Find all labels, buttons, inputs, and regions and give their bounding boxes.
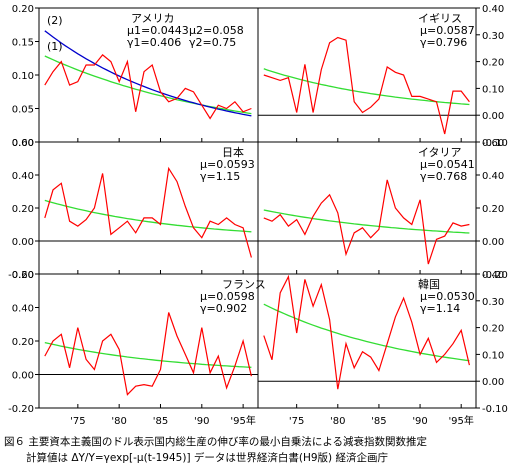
y-tick-label: 0.10 xyxy=(12,71,34,82)
param-label: μ=0.0593 xyxy=(200,158,255,171)
param-label: μ=0.0587 xyxy=(420,24,475,37)
param-label: γ2=0.75 xyxy=(189,36,236,49)
y-tick-label: 0.40 xyxy=(12,304,34,315)
y-tick-label: 0.20 xyxy=(12,204,34,215)
y-tick-label: 0.20 xyxy=(482,324,504,335)
y-tick-label: 0.30 xyxy=(482,297,504,308)
y-tick-label: 0.00 xyxy=(482,111,504,122)
x-tick-label: '85 xyxy=(371,416,386,427)
y-tick-label: -0.20 xyxy=(8,404,34,415)
x-tick-label: '80 xyxy=(111,416,126,427)
y-tick-label: 0.20 xyxy=(12,337,34,348)
x-tick-label: '75 xyxy=(289,416,304,427)
fit-curve xyxy=(44,55,252,115)
y-tick-label: 0.40 xyxy=(482,4,504,15)
panel-uk xyxy=(257,7,480,143)
fit-curve xyxy=(263,209,470,234)
fit-curve xyxy=(263,303,470,362)
panel-title: アメリカ xyxy=(131,12,174,25)
y-tick-label: 0.60 xyxy=(12,138,34,149)
panel-title: イタリア xyxy=(418,146,462,159)
param-label: μ=0.0598 xyxy=(200,290,255,303)
y-tick-label: 0.30 xyxy=(482,31,504,42)
y-tick-label: 0.20 xyxy=(482,58,504,69)
param-label: γ=1.14 xyxy=(420,302,460,315)
x-tick-label: '80 xyxy=(330,416,345,427)
y-tick-label: -0.10 xyxy=(482,138,508,149)
param-label: μ=0.0530 xyxy=(420,290,475,303)
y-tick-label: 0.60 xyxy=(12,270,34,281)
actual-line xyxy=(44,166,252,258)
panel-title: 韓国 xyxy=(418,278,440,291)
x-tick-label: '75 xyxy=(70,416,85,427)
param-label: μ2=0.058 xyxy=(189,24,244,37)
x-tick-label: '85 xyxy=(153,416,168,427)
y-tick-label: -0.20 xyxy=(482,270,508,281)
y-tick-label: 0.60 xyxy=(482,138,504,149)
x-tick-label: '90 xyxy=(194,416,209,427)
fit-curve xyxy=(44,341,252,368)
y-tick-label: 0.00 xyxy=(12,138,34,149)
y-tick-label: -0.20 xyxy=(8,270,34,281)
y-tick-label: 0.15 xyxy=(12,38,34,49)
figure-caption-line-1: 図６ 主要資本主義国のドル表示国内総生産の伸び率の最小自乗法による減衰指数関数推… xyxy=(4,436,428,448)
y-tick-label: 0.40 xyxy=(482,171,504,182)
fit-curve xyxy=(263,68,470,106)
y-tick-label: 0.00 xyxy=(12,371,34,382)
param-label: γ1=0.406 xyxy=(127,36,181,49)
fit-curve xyxy=(44,199,252,233)
panel-title: 日本 xyxy=(222,145,244,159)
y-tick-label: -0.10 xyxy=(482,404,508,415)
y-tick-label: 0.00 xyxy=(482,237,504,248)
panel-korea xyxy=(257,273,480,409)
x-tick-label: '90 xyxy=(412,416,427,427)
actual-line xyxy=(263,274,470,390)
actual-line xyxy=(263,179,470,265)
y-tick-label: 0.00 xyxy=(12,237,34,248)
y-tick-label: 0.20 xyxy=(12,4,34,15)
y-tick-label: 0.00 xyxy=(482,377,504,388)
param-label: γ=1.15 xyxy=(200,170,240,183)
actual-line xyxy=(44,54,252,120)
actual-line xyxy=(263,36,470,135)
y-tick-label: 0.10 xyxy=(482,350,504,361)
param-label: γ=0.902 xyxy=(200,302,247,315)
figure-caption-line-2: 計算値は ΔY/Y=γexp[-μ(t-1945)] データは世界経済白書(H9… xyxy=(26,452,388,464)
y-tick-label: 0.20 xyxy=(482,204,504,215)
y-tick-label: 0.05 xyxy=(12,105,34,116)
param-label: γ=0.796 xyxy=(420,36,467,49)
panel-title: フランス xyxy=(222,278,266,291)
param-label: μ1=0.0443 xyxy=(127,24,189,37)
x-tick-label: '95年 xyxy=(448,414,473,427)
param-label: γ=0.768 xyxy=(420,170,467,183)
curve-label: (2) xyxy=(47,14,63,27)
panel-frame xyxy=(257,273,477,409)
x-tick-label: '95年 xyxy=(230,414,255,427)
panel-title: イギリス xyxy=(418,12,462,25)
param-label: μ=0.0541 xyxy=(420,158,475,171)
panel-france xyxy=(35,273,259,409)
fit-curve xyxy=(44,30,252,117)
y-tick-label: 0.40 xyxy=(482,270,504,281)
curve-label: (1) xyxy=(47,40,63,53)
y-tick-label: 0.40 xyxy=(12,171,34,182)
actual-line xyxy=(44,312,252,396)
y-tick-label: 0.10 xyxy=(482,84,504,95)
